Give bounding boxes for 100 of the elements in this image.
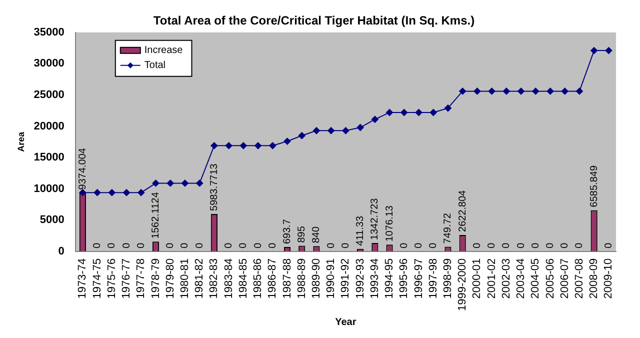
point [561,88,568,95]
x-tick-label: 1984-85 [237,258,250,299]
y-tick-label: 25000 [34,89,64,101]
data-label: 0 [428,242,440,248]
data-label: 895 [296,226,308,243]
x-tick-label: 2003-04 [515,258,528,299]
x-tick-label: 1981-82 [194,258,206,299]
data-label: 6585.849 [588,165,600,208]
point [532,88,540,95]
data-label: 0 [398,242,410,248]
point [488,88,496,95]
y-tick-label: 30000 [34,58,64,70]
y-tick-label: 35000 [34,26,64,38]
point [415,108,422,116]
data-label: 0 [106,242,118,248]
chart-title: Total Area of the Core/Critical Tiger Habitat (In Sq. Kms.) [153,14,475,28]
x-tick-label: 1999-2000 [456,258,469,312]
x-tick-label: 1982-83 [208,258,220,299]
data-label: 1562.1124 [150,192,162,239]
data-label: 0 [121,242,132,248]
data-label: 411.33 [355,216,366,246]
point [152,180,160,187]
data-label: 0 [530,242,542,248]
data-label: 0 [545,242,556,248]
data-label: 0 [180,242,191,248]
point [590,47,598,54]
x-tick-label: 2006-07 [558,258,571,299]
data-label: 0 [560,242,571,248]
x-tick-label: 1979-80 [164,258,176,299]
point [166,180,174,187]
data-label: 0 [472,242,483,248]
x-tick-label: 1992-93 [354,258,366,299]
point [108,189,116,196]
point [371,116,378,123]
data-label: 0 [414,242,424,248]
data-label: 0 [165,242,176,248]
data-label: 0 [501,242,512,248]
point [123,189,130,196]
data-label: 0 [136,242,147,248]
point [546,88,554,95]
point [138,189,145,196]
point [342,127,350,134]
x-tick-label: 1990-91 [325,258,338,299]
point [400,108,408,116]
x-tick-label: 1997-98 [427,258,440,299]
data-label: 0 [516,242,527,248]
point [79,189,86,196]
point [269,142,276,150]
y-tick-label: 10000 [34,182,64,195]
point [94,189,101,196]
data-label: 0 [238,242,250,248]
data-label: 693.7 [282,218,293,244]
x-tick-label: 1975-76 [106,258,118,299]
x-tick-label: 1989-90 [310,258,323,299]
x-tick-label: 2009-10 [602,258,615,299]
point [430,108,437,116]
point [605,47,612,54]
point [386,108,394,116]
data-label: 5983.7713 [208,163,220,211]
data-label: 0 [92,242,104,248]
data-label: 0 [603,242,614,248]
x-tick-label: 1995-96 [398,258,410,299]
data-label: 0 [224,242,235,248]
x-tick-label: 1985-86 [252,258,264,299]
data-label: 1076.13 [384,205,396,242]
y-axis-title: Area [16,130,26,152]
point [356,124,364,132]
x-tick-label: 1980-81 [179,258,192,299]
data-label: 1342.723 [370,198,381,240]
x-tick-label: 2007-08 [574,258,586,299]
point [196,180,204,187]
point [181,180,188,187]
x-tick-label: 2002-03 [500,258,512,299]
x-tick-label: 1996-97 [412,258,425,299]
y-tick-label: 0 [58,245,64,258]
data-label: 840 [311,226,322,244]
point [474,88,481,95]
point [518,88,525,95]
x-tick-label: 1974-75 [91,258,104,299]
point [240,142,247,150]
x-axis-title: Year [335,316,356,328]
data-label: 2622.804 [457,190,468,232]
x-tick-label: 1977-78 [135,258,148,299]
data-label: 0 [326,242,337,248]
point [459,88,466,95]
data-label: 0 [252,242,264,248]
point [284,138,291,145]
x-tick-label: 1994-95 [384,258,396,299]
x-tick-label: 2005-06 [544,258,556,299]
y-tick-label: 15000 [34,152,64,164]
data-label: 0 [267,242,278,248]
x-tick-label: 1993-94 [368,258,381,299]
x-tick-label: 1988-89 [296,258,308,299]
x-tick-label: 1978-79 [150,258,162,299]
point [210,142,218,150]
point [312,127,320,134]
x-tick-label: 1987-88 [281,258,294,299]
data-label: 9374.004 [77,148,88,190]
x-tick-label: 2001-02 [486,258,498,299]
x-tick-label: 1973-74 [76,258,89,299]
